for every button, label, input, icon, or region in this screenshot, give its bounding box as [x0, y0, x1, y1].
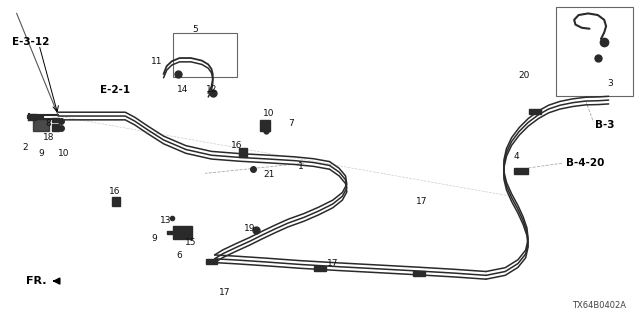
- Text: 17: 17: [218, 288, 230, 297]
- Text: 8: 8: [45, 119, 51, 128]
- Bar: [556, 7, 633, 96]
- Text: E-3-12: E-3-12: [12, 37, 49, 47]
- Text: 19: 19: [244, 224, 255, 233]
- Text: 17: 17: [417, 197, 428, 206]
- Text: 20: 20: [518, 71, 530, 80]
- Bar: [33, 119, 49, 131]
- Bar: [413, 271, 425, 276]
- Text: 1: 1: [298, 162, 304, 171]
- Text: 11: 11: [152, 57, 163, 66]
- Bar: [514, 168, 528, 174]
- Text: 21: 21: [263, 170, 275, 179]
- Text: 16: 16: [231, 141, 243, 150]
- Bar: [239, 148, 246, 157]
- Bar: [314, 266, 326, 271]
- Bar: [260, 120, 269, 131]
- Bar: [529, 109, 541, 114]
- Text: 10: 10: [58, 149, 69, 158]
- Text: 7: 7: [289, 119, 294, 128]
- Text: 2: 2: [22, 143, 28, 152]
- Text: 17: 17: [327, 259, 339, 268]
- Text: E-2-1: E-2-1: [100, 85, 130, 95]
- Text: TX64B0402A: TX64B0402A: [573, 301, 627, 310]
- Text: B-4-20: B-4-20: [566, 158, 604, 168]
- Text: 6: 6: [177, 251, 182, 260]
- Text: 12: 12: [205, 85, 217, 94]
- Text: 16: 16: [109, 188, 120, 196]
- Bar: [205, 259, 217, 264]
- Bar: [52, 124, 60, 131]
- Text: 9: 9: [151, 234, 157, 243]
- Text: FR.: FR.: [26, 276, 60, 286]
- Bar: [52, 118, 60, 123]
- Text: B-3: B-3: [595, 120, 614, 130]
- Text: 3: 3: [608, 79, 614, 88]
- Bar: [113, 197, 120, 206]
- Text: 5: 5: [193, 25, 198, 34]
- Text: 15: 15: [185, 238, 196, 247]
- Text: 9: 9: [38, 149, 44, 158]
- Bar: [173, 33, 237, 77]
- Text: 14: 14: [177, 85, 188, 94]
- Text: 10: 10: [263, 109, 275, 118]
- Text: 18: 18: [43, 133, 54, 142]
- Bar: [173, 226, 192, 239]
- Text: 13: 13: [160, 216, 172, 225]
- Text: 4: 4: [514, 152, 520, 161]
- Bar: [167, 231, 174, 234]
